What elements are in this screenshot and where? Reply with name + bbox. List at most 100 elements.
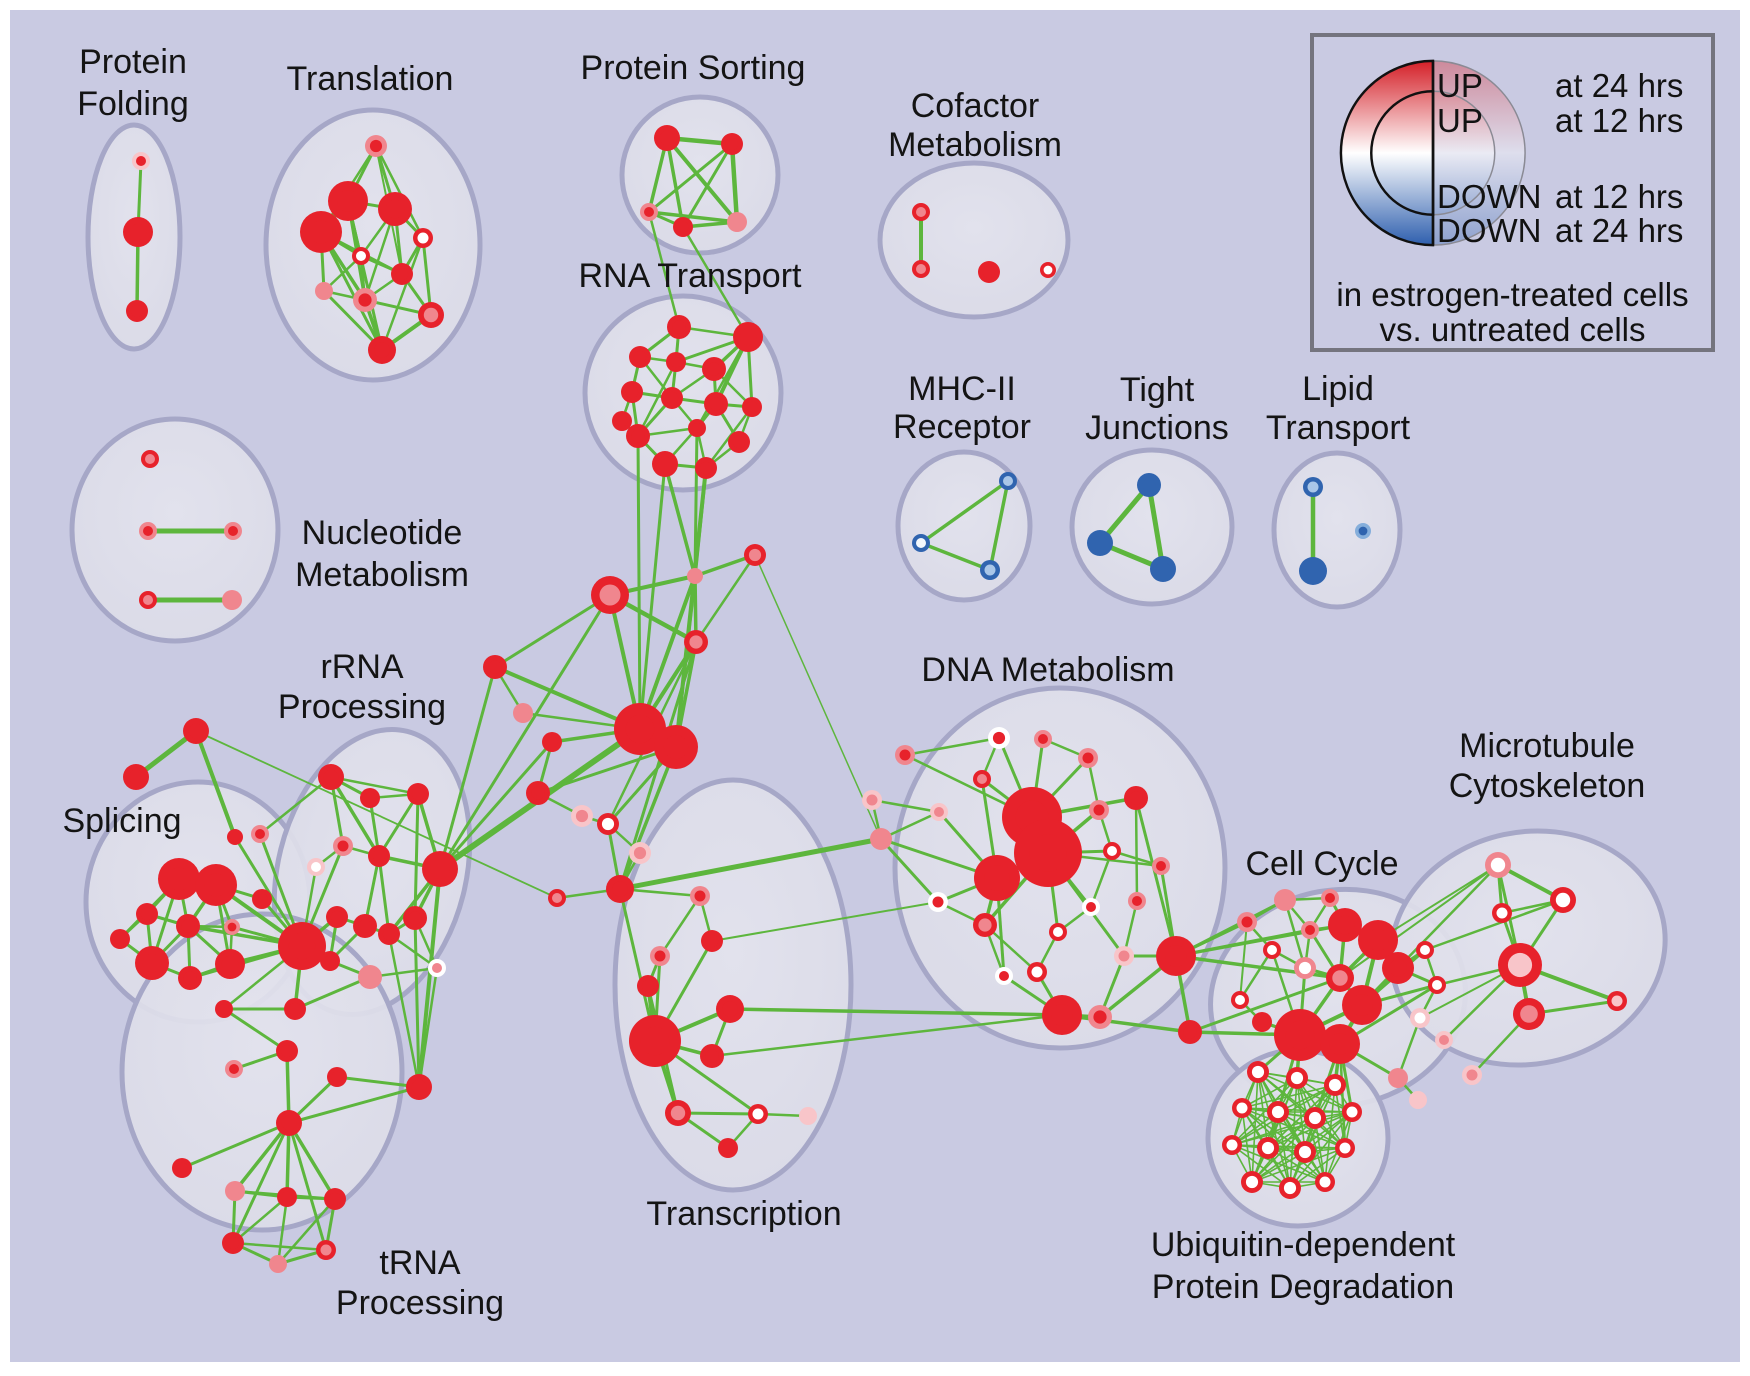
edge — [1377, 864, 1499, 941]
gene-node — [1328, 908, 1362, 942]
gene-node — [626, 424, 650, 448]
edge — [658, 894, 702, 958]
gene-node — [1324, 1074, 1346, 1096]
edge — [710, 1013, 1064, 1058]
legend-direction-label: DOWN — [1437, 178, 1542, 215]
gene-node — [526, 781, 550, 805]
edge — [329, 775, 381, 858]
gene-node — [1513, 998, 1545, 1030]
gene-node — [667, 315, 691, 339]
gene-node — [136, 903, 158, 925]
gene-node — [1156, 936, 1196, 976]
gene-node — [640, 203, 658, 221]
cluster-label-protein-folding: Protein Folding — [77, 43, 189, 123]
legend-time-label: at 24 hrs — [1555, 212, 1684, 249]
edge — [1241, 1084, 1336, 1109]
gene-node — [1358, 920, 1398, 960]
gene-node — [654, 125, 680, 151]
edge — [1396, 863, 1500, 970]
gene-node — [1492, 903, 1512, 923]
gene-node — [727, 212, 747, 232]
gene-node — [353, 288, 377, 312]
gene-node — [704, 392, 728, 416]
gene-node — [139, 591, 157, 609]
gene-node — [126, 300, 148, 322]
edge — [647, 210, 739, 224]
gene-node — [316, 1240, 336, 1260]
legend-inner-left-half — [1370, 90, 1435, 216]
gene-node — [1257, 1137, 1279, 1159]
gene-node — [328, 181, 368, 221]
gene-node — [1087, 530, 1113, 556]
gene-node — [742, 397, 762, 417]
cluster-ellipse-lipid-transport — [1271, 450, 1403, 610]
gene-node — [123, 764, 149, 790]
edge — [988, 479, 1010, 572]
edge — [438, 740, 554, 871]
edge — [636, 360, 678, 438]
gene-node — [571, 805, 593, 827]
gene-node — [999, 472, 1017, 490]
gene-node — [403, 906, 427, 930]
gene-node — [225, 1181, 245, 1201]
gene-node — [276, 1110, 302, 1136]
edge — [346, 199, 384, 352]
edge — [413, 792, 420, 920]
gene-node — [406, 1074, 432, 1100]
gene-node — [1040, 262, 1056, 278]
cluster-label-rna-transport: RNA Transport — [579, 257, 803, 295]
gene-node — [1410, 1008, 1430, 1028]
gene-node — [928, 892, 948, 912]
gene-node — [1178, 1020, 1202, 1044]
gene-node — [1027, 962, 1047, 982]
gene-node — [1237, 912, 1257, 932]
cluster-label-transcription: Transcription — [646, 1195, 841, 1233]
gene-node — [352, 247, 370, 265]
gene-node — [1279, 1177, 1301, 1199]
gene-node — [368, 336, 396, 364]
gene-node — [418, 302, 444, 328]
gene-node — [368, 845, 390, 867]
gene-node — [1342, 1102, 1362, 1122]
edge — [536, 745, 678, 795]
edge — [663, 462, 697, 578]
gene-node — [513, 703, 533, 723]
network-nodes — [110, 125, 1627, 1273]
edge — [493, 665, 642, 731]
gene-node — [1416, 941, 1434, 959]
edge — [1238, 948, 1274, 1002]
edge — [695, 335, 750, 430]
gene-node — [1607, 991, 1627, 1011]
gene-node — [1550, 887, 1576, 913]
edge — [377, 792, 420, 858]
cluster-label-dna-metabolism: DNA Metabolism — [921, 651, 1174, 689]
gene-node — [912, 203, 930, 221]
gene-node — [1388, 1068, 1408, 1088]
legend-inner-right-half — [1432, 90, 1496, 216]
gene-node — [324, 1188, 346, 1210]
edge — [870, 798, 941, 814]
edge — [293, 975, 372, 1011]
legend-footer-line1: in estrogen-treated cells — [1336, 276, 1689, 313]
legend-row-down-24: DOWN at 24 hrs — [1314, 212, 1711, 249]
edge — [276, 1197, 337, 1266]
gene-node — [1355, 523, 1371, 539]
edge — [233, 1121, 291, 1193]
edge — [638, 462, 667, 731]
gene-node — [1286, 1067, 1308, 1089]
gene-node — [973, 913, 997, 937]
gene-node — [612, 411, 632, 431]
gene-node — [422, 851, 458, 887]
gene-node — [1326, 964, 1354, 992]
legend-row-down-12: DOWN at 12 hrs — [1314, 178, 1711, 215]
gene-node — [542, 732, 562, 752]
gene-node — [1082, 898, 1100, 916]
gene-node — [1222, 1135, 1242, 1155]
edge — [919, 541, 992, 572]
gene-node — [428, 959, 446, 977]
gene-node — [252, 889, 272, 909]
edge — [438, 593, 612, 871]
edge — [638, 574, 697, 731]
gene-node — [980, 560, 1000, 580]
gene-node — [195, 864, 237, 906]
